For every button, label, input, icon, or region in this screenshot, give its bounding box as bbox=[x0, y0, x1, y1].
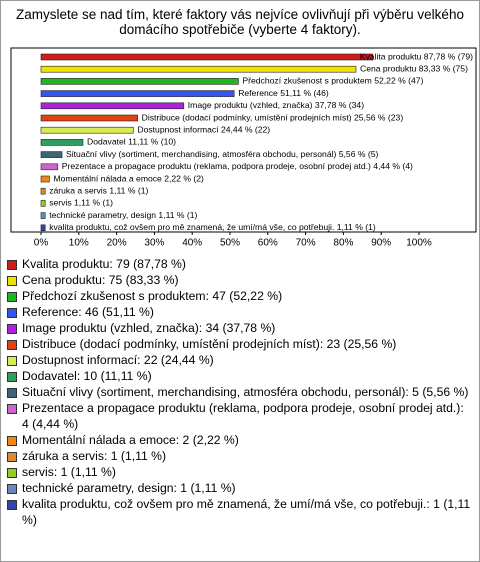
bar bbox=[40, 139, 84, 146]
bar-label: Kvalita produktu 87,78 % (79) bbox=[360, 51, 473, 61]
legend-entry: kvalita produktu, což ovšem pro mě zname… bbox=[7, 496, 473, 528]
bar-label: Distribuce (dodací podmínky, umístění pr… bbox=[142, 112, 404, 122]
legend-swatch bbox=[7, 484, 17, 494]
x-tick-label: 20% bbox=[107, 238, 127, 249]
bar bbox=[40, 151, 63, 158]
legend-swatch bbox=[7, 372, 17, 382]
legend-swatch bbox=[7, 356, 17, 366]
legend-label: technické parametry, design: 1 (1,11 %) bbox=[22, 481, 236, 495]
legend-label: Reference: 46 (51,11 %) bbox=[22, 305, 154, 319]
x-tick-label: 90% bbox=[371, 238, 391, 249]
bar bbox=[40, 78, 239, 85]
legend-label: servis: 1 (1,11 %) bbox=[22, 465, 116, 479]
bar-label: záruka a servis 1,11 % (1) bbox=[49, 185, 148, 195]
legend-entry: Cena produktu: 75 (83,33 %) bbox=[7, 272, 473, 288]
legend-label: Cena produktu: 75 (83,33 %) bbox=[22, 273, 179, 287]
legend-label: Kvalita produktu: 79 (87,78 %) bbox=[22, 257, 186, 271]
bar bbox=[40, 163, 59, 171]
bar bbox=[40, 102, 185, 110]
x-tick-label: 70% bbox=[296, 238, 316, 249]
x-tick-label: 60% bbox=[258, 238, 278, 249]
x-tick-label: 10% bbox=[69, 238, 89, 249]
bar-label: Prezentace a propagace produktu (reklama… bbox=[62, 161, 413, 171]
bar-label: Předchozí zkušenost s produktem 52,22 % … bbox=[242, 76, 423, 86]
legend-swatch bbox=[7, 388, 17, 398]
legend-entry: Prezentace a propagace produktu (reklama… bbox=[7, 400, 473, 432]
legend-entry: technické parametry, design: 1 (1,11 %) bbox=[7, 480, 473, 496]
x-tick-label: 80% bbox=[333, 238, 353, 249]
legend-swatch bbox=[7, 308, 17, 318]
legend-entry: záruka a servis: 1 (1,11 %) bbox=[7, 448, 473, 464]
x-tick-label: 40% bbox=[182, 238, 202, 249]
bar bbox=[40, 65, 357, 73]
bar-label: Cena produktu 83,33 % (75) bbox=[360, 63, 468, 73]
legend-label: Distribuce (dodací podmínky, umístění pr… bbox=[22, 337, 397, 351]
bar-label: Image produktu (vzhled, značka) 37,78 % … bbox=[188, 100, 364, 110]
x-tick-label: 100% bbox=[406, 238, 432, 249]
bar-label: Dodavatel 11,11 % (10) bbox=[87, 137, 176, 147]
legend-label: Image produktu (vzhled, značka): 34 (37,… bbox=[22, 321, 276, 335]
legend-swatch bbox=[7, 436, 17, 446]
chart: 0% 10% 20% 30% 40% 50% 60% 70% 80% 90% 100% Kvalita… bbox=[10, 47, 477, 249]
legend-swatch bbox=[7, 404, 17, 414]
legend-label: záruka a servis: 1 (1,11 %) bbox=[22, 449, 167, 463]
bar bbox=[40, 90, 235, 97]
legend: Kvalita produktu: 79 (87,78 %) Cena produ… bbox=[7, 256, 473, 528]
x-tick-label: 0% bbox=[34, 238, 49, 249]
bar-label: Reference 51,11 % (46) bbox=[238, 88, 329, 98]
legend-label: Prezentace a propagace produktu (reklama… bbox=[22, 401, 464, 431]
legend-entry: Image produktu (vzhled, značka): 34 (37,… bbox=[7, 320, 473, 336]
legend-swatch bbox=[7, 276, 17, 286]
chart-title: Zamyslete se nad tím, které faktory vás … bbox=[16, 7, 464, 37]
legend-swatch bbox=[7, 468, 17, 478]
bar-label: Situační vlivy (sortiment, merchandising… bbox=[66, 149, 379, 159]
legend-label: Situační vlivy (sortiment, merchandising… bbox=[22, 385, 469, 399]
legend-swatch bbox=[7, 500, 17, 510]
bar bbox=[40, 126, 134, 134]
bar bbox=[40, 224, 46, 232]
bar bbox=[40, 200, 46, 207]
bar-label: Momentální nálada a emoce 2,22 % (2) bbox=[53, 173, 204, 183]
legend-label: Momentální nálada a emoce: 2 (2,22 %) bbox=[22, 433, 239, 447]
x-tick-label: 30% bbox=[144, 238, 164, 249]
bar-label: servis 1,11 % (1) bbox=[49, 198, 113, 208]
legend-entry: Distribuce (dodací podmínky, umístění pr… bbox=[7, 336, 473, 352]
legend-entry: Situační vlivy (sortiment, merchandising… bbox=[7, 384, 473, 400]
legend-label: Dodavatel: 10 (11,11 %) bbox=[22, 369, 152, 383]
legend-entry: Dodavatel: 10 (11,11 %) bbox=[7, 368, 473, 384]
bar-label: Dostupnost informací 24,44 % (22) bbox=[137, 124, 270, 134]
bar bbox=[40, 53, 374, 61]
legend-entry: servis: 1 (1,11 %) bbox=[7, 464, 473, 480]
legend-label: kvalita produktu, což ovšem pro mě zname… bbox=[22, 497, 471, 527]
bar-label: kvalita produktu, což ovšem pro mě zname… bbox=[49, 222, 376, 232]
legend-entry: Reference: 46 (51,11 %) bbox=[7, 304, 473, 320]
legend-entry: Kvalita produktu: 79 (87,78 %) bbox=[7, 256, 473, 272]
legend-entry: Momentální nálada a emoce: 2 (2,22 %) bbox=[7, 432, 473, 448]
legend-label: Předchozí zkušenost s produktem: 47 (52,… bbox=[22, 289, 283, 303]
legend-swatch bbox=[7, 452, 17, 462]
bar bbox=[40, 175, 50, 183]
bar-label: technické parametry, design 1,11 % (1) bbox=[49, 210, 197, 220]
legend-entry: Předchozí zkušenost s produktem: 47 (52,… bbox=[7, 288, 473, 304]
bar bbox=[40, 212, 46, 219]
legend-swatch bbox=[7, 260, 17, 270]
legend-swatch bbox=[7, 292, 17, 302]
legend-swatch bbox=[7, 340, 17, 350]
bar bbox=[40, 114, 138, 122]
x-tick-label: 50% bbox=[220, 238, 240, 249]
bar bbox=[40, 187, 46, 195]
legend-swatch bbox=[7, 324, 17, 334]
legend-entry: Dostupnost informací: 22 (24,44 %) bbox=[7, 352, 473, 368]
legend-label: Dostupnost informací: 22 (24,44 %) bbox=[22, 353, 214, 367]
